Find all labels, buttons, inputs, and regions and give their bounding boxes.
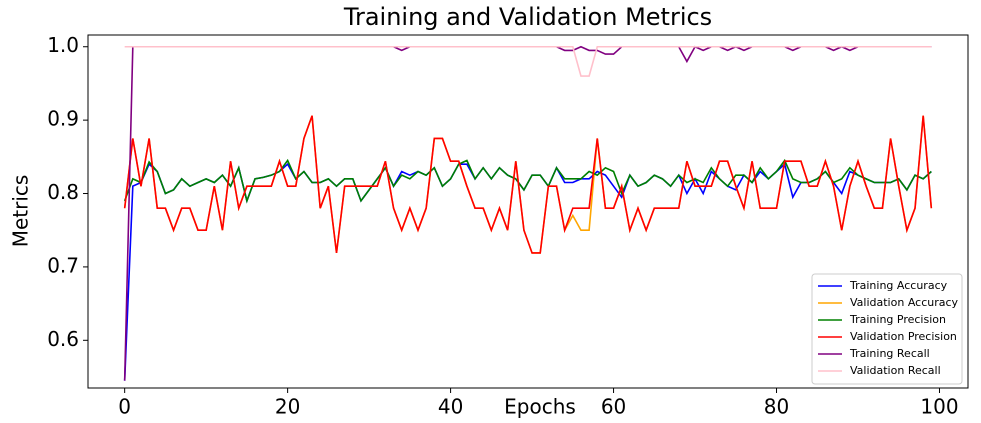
- legend-label: Validation Accuracy: [850, 296, 959, 309]
- series-line: [123, 115, 933, 254]
- x-tick-label: 100: [920, 395, 958, 419]
- series-line: [123, 115, 933, 254]
- x-axis-label: Epochs: [504, 395, 576, 419]
- legend-box: [811, 273, 963, 385]
- legend-label: Training Accuracy: [849, 279, 948, 292]
- y-tick-label: 0.6: [47, 327, 79, 351]
- x-tick-label: 0: [118, 395, 131, 419]
- series-line: [124, 45, 932, 77]
- x-tick-label: 40: [438, 395, 463, 419]
- series-line: [123, 45, 932, 381]
- series-line: [123, 158, 932, 204]
- legend: Training Accuracy Validation Accuracy Trai…: [811, 273, 963, 385]
- x-tick-label: 60: [601, 395, 626, 419]
- x-tick-label: 20: [275, 395, 300, 419]
- legend-label: Validation Recall: [850, 364, 941, 377]
- legend-label: Training Precision: [849, 313, 946, 326]
- y-tick-label: 0.8: [47, 180, 79, 204]
- x-tick-label: 80: [764, 395, 789, 419]
- y-tick-label: 0.9: [47, 107, 79, 131]
- legend-label: Validation Precision: [850, 330, 957, 343]
- chart-title: Training and Validation Metrics: [343, 3, 712, 31]
- plot-frame: [87, 34, 969, 389]
- legend-label: Training Recall: [849, 347, 930, 360]
- y-tick-label: 0.7: [47, 253, 79, 277]
- y-tick-label: 1.0: [47, 33, 79, 57]
- y-axis-label: Metrics: [9, 175, 33, 248]
